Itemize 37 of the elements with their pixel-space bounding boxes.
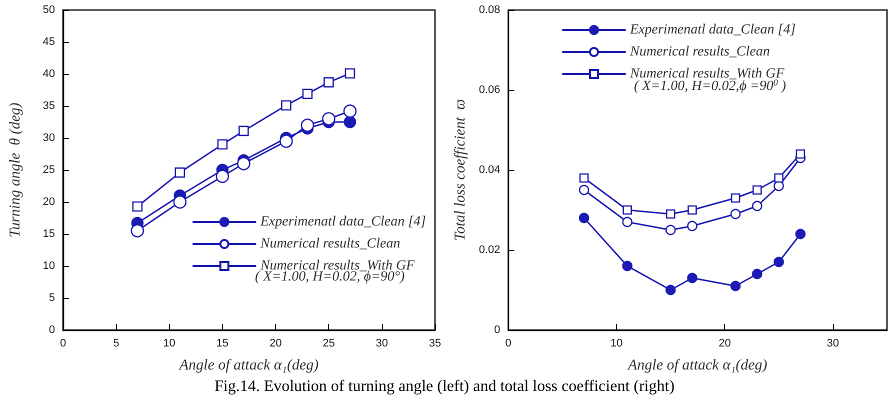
y-tick-label: 0 (48, 324, 55, 336)
x-tick-label: 35 (428, 338, 442, 350)
y-tick-label: 0.08 (478, 4, 500, 16)
x-tick-label: 10 (610, 338, 623, 350)
y-tick-label: 50 (42, 4, 55, 16)
x-tick-label: 10 (163, 338, 176, 350)
y-axis-title: Turning angle θ (deg) (8, 102, 24, 238)
y-tick-label: 40 (42, 68, 55, 80)
y-tick-label: 30 (42, 132, 55, 144)
y-tick-label: 0.02 (478, 244, 500, 256)
x-tick-label: 25 (322, 338, 335, 350)
x-tick-label: 30 (376, 338, 388, 350)
legend-label: Experimenatl data_Clean [4] (259, 214, 426, 230)
y-tick-label: 35 (42, 100, 55, 112)
y-tick-label: 5 (48, 292, 55, 304)
x-tick-label: 0 (60, 338, 66, 350)
y-tick-label: 0.04 (478, 164, 500, 176)
x-tick-label: 30 (826, 338, 840, 350)
x-tick-label: 0 (505, 338, 512, 350)
x-tick-label: 15 (216, 338, 229, 350)
y-axis-title: Total loss coefficient ϖ (452, 98, 468, 241)
y-tick-label: 0 (494, 324, 500, 336)
x-tick-label: 20 (269, 338, 282, 350)
legend-label: Experimenatl data_Clean [4] (629, 22, 796, 38)
x-tick-label: 5 (113, 338, 120, 350)
legend-label: Numerical results_Clean (629, 44, 770, 60)
y-tick-label: 45 (42, 36, 55, 48)
y-tick-label: 0.06 (478, 84, 500, 96)
legend-label: Numerical results_Clean (259, 236, 400, 252)
y-tick-label: 15 (42, 228, 55, 240)
y-tick-label: 20 (42, 196, 55, 208)
y-tick-label: 10 (42, 260, 55, 272)
x-axis-title: Angle of attack α₁(deg) (627, 358, 768, 374)
y-tick-label: 25 (42, 164, 55, 176)
x-axis-title: Angle of attack α₁(deg) (178, 358, 319, 374)
caption: Fig.14. Evolution of turning angle (left) and total loss coefficient (right) (213, 378, 676, 396)
x-tick-label: 20 (718, 338, 731, 350)
